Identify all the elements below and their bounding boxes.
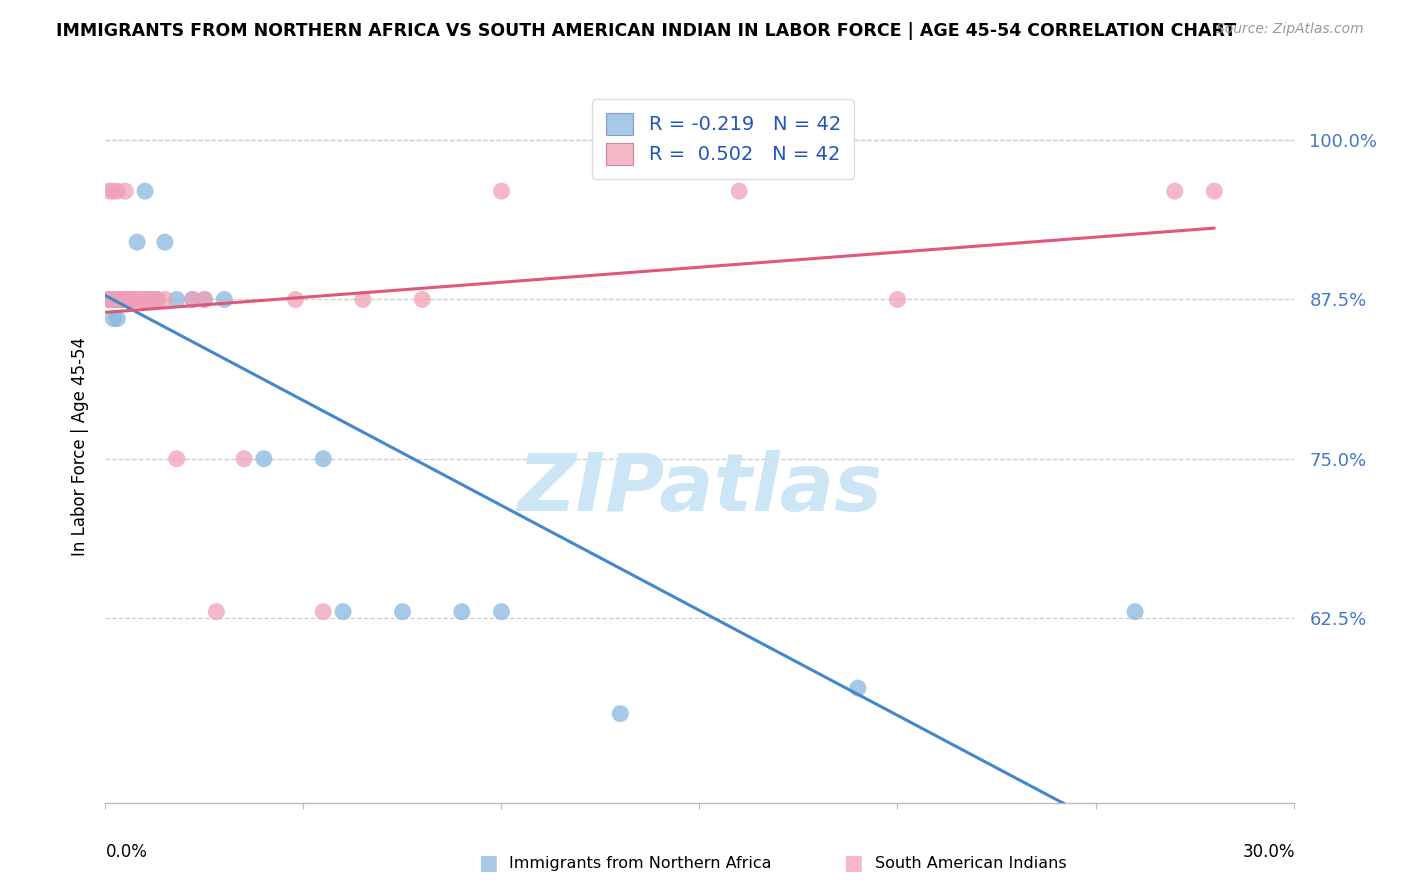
Point [118,293,141,307]
Point [103,293,125,307]
Point [114,293,136,307]
Point [138,293,160,307]
Point [127,235,149,249]
Point [122,293,145,307]
Point [134,293,156,307]
Point [122,293,145,307]
Point [332,605,354,619]
Point [114,184,136,198]
Point [98,293,121,307]
Legend: R = -0.219   N = 42, R =  0.502   N = 42: R = -0.219 N = 42, R = 0.502 N = 42 [592,99,855,178]
Point [114,293,136,307]
Point [886,293,908,307]
Text: 0.0%: 0.0% [105,843,148,861]
Point [114,293,136,307]
Point [1164,184,1187,198]
Point [491,184,513,198]
Point [609,706,631,721]
Point [110,293,132,307]
Point [129,293,152,307]
Point [103,311,125,326]
Text: Source: ZipAtlas.com: Source: ZipAtlas.com [1216,22,1364,37]
Point [284,293,307,307]
Point [105,293,128,307]
Point [103,184,125,198]
Text: IMMIGRANTS FROM NORTHERN AFRICA VS SOUTH AMERICAN INDIAN IN LABOR FORCE | AGE 45: IMMIGRANTS FROM NORTHERN AFRICA VS SOUTH… [56,22,1236,40]
Point [110,293,132,307]
Point [153,293,176,307]
Point [98,293,121,307]
Point [105,293,128,307]
Point [134,293,156,307]
Text: ■: ■ [844,854,863,873]
Point [193,293,215,307]
Point [146,293,169,307]
Point [110,293,132,307]
Point [103,293,125,307]
Point [105,293,128,307]
Point [846,681,869,695]
Point [134,293,156,307]
Point [105,184,128,198]
Point [98,293,121,307]
Point [98,184,121,198]
Point [98,293,121,307]
Point [129,293,152,307]
Point [118,293,141,307]
Point [122,293,145,307]
Point [181,293,204,307]
Point [233,451,256,466]
Point [105,293,128,307]
Point [142,293,165,307]
Y-axis label: In Labor Force | Age 45-54: In Labor Force | Age 45-54 [70,336,89,556]
Point [193,293,215,307]
Point [146,293,169,307]
Point [450,605,472,619]
Point [103,293,125,307]
Point [122,293,145,307]
Point [110,293,132,307]
Point [205,605,228,619]
Point [166,451,188,466]
Text: Immigrants from Northern Africa: Immigrants from Northern Africa [509,856,772,871]
Point [728,184,751,198]
Point [114,293,136,307]
Point [114,293,136,307]
Text: 30.0%: 30.0% [1243,843,1295,861]
Point [491,605,513,619]
Point [103,293,125,307]
Point [134,184,156,198]
Point [1123,605,1146,619]
Point [118,293,141,307]
Point [118,293,141,307]
Text: ■: ■ [478,854,498,873]
Point [110,293,132,307]
Point [352,293,374,307]
Point [118,293,141,307]
Point [110,293,132,307]
Point [114,293,136,307]
Text: ZIPatlas: ZIPatlas [517,450,882,528]
Point [118,293,141,307]
Point [312,605,335,619]
Point [127,293,149,307]
Point [114,293,136,307]
Point [312,451,335,466]
Point [181,293,204,307]
Point [142,293,165,307]
Point [105,311,128,326]
Point [153,235,176,249]
Point [214,293,236,307]
Point [411,293,433,307]
Text: South American Indians: South American Indians [875,856,1066,871]
Point [1204,184,1226,198]
Point [253,451,276,466]
Point [166,293,188,307]
Point [391,605,413,619]
Point [105,293,128,307]
